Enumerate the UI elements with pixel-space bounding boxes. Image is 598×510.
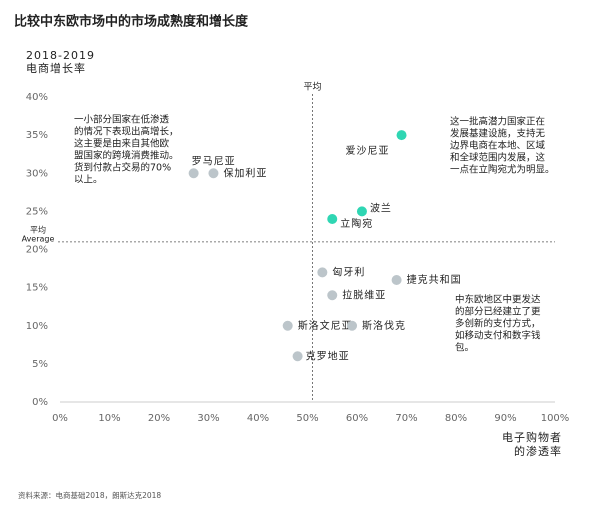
point-label: 斯洛伐克	[362, 319, 406, 332]
x-tick-label: 100%	[541, 413, 570, 424]
x-tick-label: 30%	[197, 413, 219, 424]
annotation: 多创新的支付方式，	[455, 318, 541, 330]
point-label: 斯洛文尼亚	[298, 319, 353, 332]
point-label: 保加利亚	[223, 166, 267, 179]
point-label: 拉脱维亚	[342, 288, 386, 301]
point	[391, 275, 402, 285]
x-axis-label: 的渗透率	[514, 444, 562, 458]
x-tick-label: 10%	[98, 413, 120, 424]
y-tick-label: 40%	[26, 92, 48, 103]
x-tick-label: 80%	[445, 413, 467, 424]
x-tick-label: 90%	[494, 413, 516, 424]
y-tick-label: 30%	[26, 168, 48, 179]
annotation: 边界电商在本地、区域	[450, 140, 546, 152]
point-label: 克罗地亚	[306, 349, 350, 362]
point-label: 波兰	[370, 201, 392, 214]
point	[347, 320, 358, 331]
annotation: 这主要是由来自其他欧	[74, 138, 170, 150]
annotation: 发展基建设施，支持无	[450, 128, 546, 140]
average-y-label: 平均	[30, 224, 46, 234]
y-tick-label: 15%	[26, 283, 48, 294]
point	[292, 351, 303, 362]
average-y-label: Average	[22, 234, 55, 243]
annotation: 一小部分国家在低渗透	[74, 114, 170, 126]
x-tick-label: 70%	[395, 413, 417, 424]
point	[396, 130, 407, 141]
point	[282, 320, 293, 331]
annotation: 的部分已经建立了更	[455, 306, 541, 318]
point	[327, 290, 338, 301]
x-axis-label: 电子购物者	[502, 430, 562, 444]
point	[327, 214, 338, 224]
annotation: 中东欧地区中更发达	[455, 294, 541, 306]
x-tick-label: 20%	[148, 413, 170, 424]
y-tick-label: 5%	[32, 359, 48, 370]
x-tick-label: 50%	[296, 413, 318, 424]
y-axis-label: 2018-2019	[26, 49, 95, 62]
y-tick-label: 10%	[26, 321, 48, 332]
point-label: 匈牙利	[332, 265, 365, 278]
annotation: 货到付款占交易的70%	[74, 162, 171, 174]
annotation: 以上。	[74, 175, 103, 186]
average-x-label: 平均	[303, 81, 321, 93]
y-tick-label: 0%	[32, 397, 48, 408]
annotation: 的情况下表现出高增长，	[74, 126, 179, 138]
annotation: 包。	[455, 342, 474, 354]
y-axis-label: 电商增长率	[26, 61, 86, 75]
x-tick-label: 0%	[52, 413, 68, 424]
y-tick-label: 20%	[26, 245, 48, 256]
source: 资料来源：电商基础2018，朗斯达克2018	[18, 490, 161, 500]
point-label: 爱沙尼亚	[346, 144, 390, 157]
annotation: 和全球范围内发展，这	[450, 152, 546, 164]
point	[188, 168, 199, 179]
x-tick-label: 60%	[346, 413, 368, 424]
annotation: 这一批高潜力国家正在	[450, 116, 545, 128]
point	[356, 206, 367, 217]
point	[317, 267, 328, 278]
x-tick-label: 40%	[247, 413, 269, 424]
annotation: 一点在立陶宛尤为明显。	[450, 164, 555, 176]
annotation: 盟国家的跨境消费推动。	[74, 150, 179, 162]
annotation: 如移动支付和数字钱	[455, 330, 541, 342]
point-label: 立陶宛	[340, 217, 373, 230]
point	[208, 168, 219, 179]
y-tick-label: 35%	[26, 130, 48, 141]
point-label: 罗马尼亚	[192, 155, 236, 167]
y-tick-label: 25%	[26, 206, 48, 217]
point-label: 捷克共和国	[407, 273, 462, 286]
chart-title: 比较中东欧市场中的市场成熟度和增长度	[14, 14, 249, 30]
